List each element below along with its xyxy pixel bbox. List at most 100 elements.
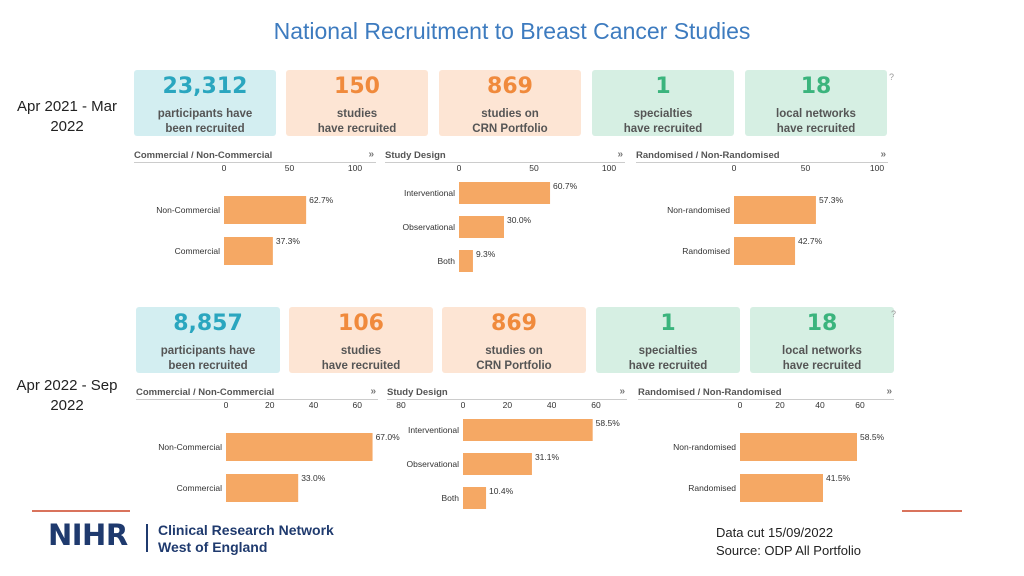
bar-value-label: 58.5% xyxy=(860,432,885,442)
logo-brand: NIHR xyxy=(48,518,128,552)
bar-chart: Commercial / Non-Commercial » 0 50 100 Non-Co… xyxy=(134,149,376,290)
kpi-label: specialties xyxy=(633,108,693,120)
bar[interactable] xyxy=(459,216,504,238)
kpi-label: have recruited xyxy=(628,360,708,372)
category-label: Randomised xyxy=(688,483,736,493)
kpi-value: 869 xyxy=(487,74,533,99)
category-label: Non-Commercial xyxy=(156,205,220,215)
bar[interactable] xyxy=(224,196,307,224)
expand-icon[interactable]: » xyxy=(370,386,376,397)
axis-tick-label: 40 xyxy=(815,400,825,410)
category-label: Non-Commercial xyxy=(158,442,222,452)
kpi-value: 18 xyxy=(800,74,832,99)
kpi-value: 1 xyxy=(660,311,676,336)
category-label: Both xyxy=(442,493,460,503)
axis-tick-label: 0 xyxy=(738,400,743,410)
axis-tick-label: 100 xyxy=(348,163,362,173)
chart-title: Randomised / Non-Randomised » xyxy=(636,149,888,163)
bar-chart: Randomised / Non-Randomised » 0 50 100 Non-ra… xyxy=(636,149,888,290)
expand-icon[interactable]: » xyxy=(886,386,892,397)
dashboard-panel: 23,312 participants have been recruited 150… xyxy=(134,70,894,290)
chart-plot: 0 20 40 60 80 Non-Commercial 67.0% Commercial 33… xyxy=(158,400,406,502)
logo-line2: West of England xyxy=(158,539,268,555)
bar[interactable] xyxy=(734,237,796,265)
axis-tick-label: 60 xyxy=(855,400,865,410)
logo-line1: Clinical Research Network xyxy=(158,522,334,538)
help-icon[interactable]: ? xyxy=(890,309,896,319)
kpi-tile: 1 specialties have recruited xyxy=(592,70,734,136)
kpi-tile: 106 studies have recruited xyxy=(289,307,433,373)
kpi-value: 23,312 xyxy=(162,74,248,99)
bar-value-label: 10.4% xyxy=(489,486,514,496)
axis-tick-label: 0 xyxy=(222,163,227,173)
bar-value-label: 37.3% xyxy=(276,236,301,246)
kpi-tile: 23,312 participants have been recruited xyxy=(134,70,276,136)
axis-tick-label: 20 xyxy=(503,400,513,410)
category-label: Randomised xyxy=(682,246,730,256)
kpi-row: 23,312 participants have been recruited 150… xyxy=(134,70,894,136)
expand-icon[interactable]: » xyxy=(619,386,625,397)
category-label: Commercial xyxy=(177,483,222,493)
bar-value-label: 41.5% xyxy=(826,473,851,483)
kpi-label: studies on xyxy=(485,345,543,357)
category-label: Both xyxy=(438,256,456,266)
kpi-label: studies on xyxy=(481,108,539,120)
axis-tick-label: 40 xyxy=(547,400,557,410)
chart-plot: 0 50 100 Interventional 60.7% Observational 30… xyxy=(403,163,616,272)
kpi-label: have recruited xyxy=(776,123,856,135)
bar-chart: Study Design » 0 50 100 Interventional 60.7% Ob… xyxy=(385,149,625,290)
kpi-label: been recruited xyxy=(165,123,245,135)
kpi-label: have recruited xyxy=(317,123,397,135)
bar-chart: Study Design » 0 20 40 60 Interventional 58.5% O… xyxy=(387,386,627,527)
bar[interactable] xyxy=(224,237,273,265)
category-label: Observational xyxy=(403,222,456,232)
category-label: Commercial xyxy=(175,246,220,256)
kpi-label: studies xyxy=(336,108,378,120)
footer-divider xyxy=(32,510,130,512)
bar[interactable] xyxy=(463,419,593,441)
kpi-value: 869 xyxy=(491,311,537,336)
bar[interactable] xyxy=(459,182,551,204)
chart-title-text: Commercial / Non-Commercial xyxy=(136,387,275,398)
kpi-label: studies xyxy=(340,345,382,357)
bar[interactable] xyxy=(740,433,857,461)
expand-icon[interactable]: » xyxy=(880,149,886,160)
kpi-value: 18 xyxy=(806,311,838,336)
axis-tick-label: 50 xyxy=(285,163,295,173)
kpi-label: participants have xyxy=(157,108,253,120)
axis-tick-label: 0 xyxy=(224,400,229,410)
kpi-tile: 18 local networks have recruited xyxy=(750,307,894,373)
bar[interactable] xyxy=(226,433,373,461)
bar[interactable] xyxy=(463,487,487,509)
bar[interactable] xyxy=(463,453,532,475)
page-title: National Recruitment to Breast Cancer St… xyxy=(273,18,751,44)
bar-value-label: 42.7% xyxy=(798,236,823,246)
category-label: Non-randomised xyxy=(667,205,730,215)
kpi-label: local networks xyxy=(782,345,862,357)
bar-value-label: 30.0% xyxy=(507,215,532,225)
chart-title: Study Design » xyxy=(385,149,625,163)
period-label: Apr 2021 - Mar 2022 xyxy=(16,98,118,135)
kpi-tile: 1 specialties have recruited xyxy=(596,307,740,373)
bar[interactable] xyxy=(740,474,823,502)
kpi-value: 106 xyxy=(338,311,384,336)
kpi-label: have recruited xyxy=(321,360,401,372)
expand-icon[interactable]: » xyxy=(617,149,623,160)
chart-title-text: Study Design xyxy=(385,150,446,161)
bar[interactable] xyxy=(734,196,816,224)
bar-value-label: 33.0% xyxy=(301,473,326,483)
chart-plot: 0 50 100 Non-randomised 57.3% Randomised 42.7% xyxy=(667,163,884,265)
kpi-tile: 869 studies on CRN Portfolio xyxy=(439,70,581,136)
bar[interactable] xyxy=(226,474,299,502)
axis-tick-label: 0 xyxy=(461,400,466,410)
chart-plot: 0 20 40 60 Non-randomised 58.5% Randomised 41.5… xyxy=(673,400,885,502)
help-icon[interactable]: ? xyxy=(888,72,894,82)
bar[interactable] xyxy=(459,250,473,272)
expand-icon[interactable]: » xyxy=(368,149,374,160)
axis-tick-label: 50 xyxy=(529,163,539,173)
category-label: Non-randomised xyxy=(673,442,736,452)
chart-title-text: Randomised / Non-Randomised xyxy=(638,387,782,398)
chart-title: Randomised / Non-Randomised » xyxy=(638,386,894,400)
kpi-row: 8,857 participants have been recruited 106 s… xyxy=(136,307,896,373)
chart-title: Study Design » xyxy=(387,386,627,400)
